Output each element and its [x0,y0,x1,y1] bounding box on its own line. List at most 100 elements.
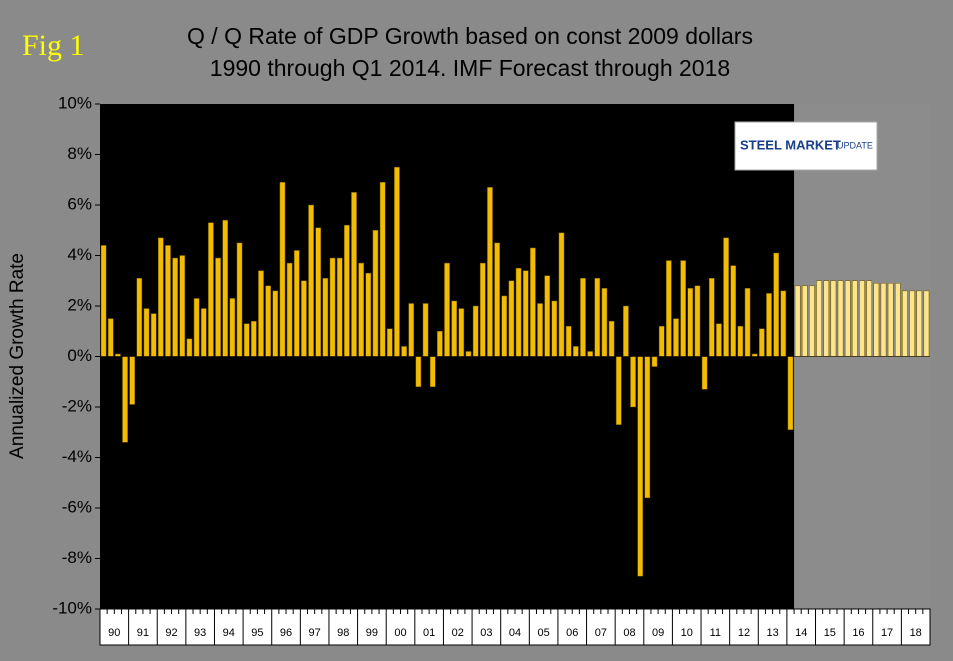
bar [336,257,343,357]
bar [594,277,601,357]
bar [150,313,157,357]
bar [515,267,522,357]
bar [372,230,379,357]
bar [265,285,271,357]
bar [601,288,608,357]
bar [701,356,708,390]
bar [737,325,744,357]
x-tick-label: 95 [251,627,263,639]
y-tick-label: -8% [62,548,92,567]
x-tick-label: 06 [566,627,578,639]
bar [830,280,837,357]
x-tick-label: 07 [595,627,607,639]
bar [637,356,644,577]
bar [859,280,865,357]
bar [623,305,629,357]
bar [551,300,558,357]
bar [293,250,300,357]
bar [165,245,171,357]
x-tick-label: 17 [881,627,893,639]
bar [394,166,400,357]
bar [408,303,415,357]
x-tick-label: 15 [824,627,836,639]
bar [923,290,930,357]
bar [308,204,314,357]
bar [251,320,257,357]
y-tick-label: -6% [62,497,92,516]
y-tick-label: -4% [62,447,92,466]
bar [358,262,364,357]
figure-label: Fig 1 [22,29,85,62]
y-tick-label: 2% [67,295,92,314]
logo-text: STEEL MARKET [740,137,841,152]
bar [157,237,164,357]
bar [522,270,529,357]
bar [837,280,844,357]
bar [322,277,329,357]
x-tick-label: 08 [623,627,635,639]
bar [172,257,178,357]
x-tick-label: 93 [194,627,206,639]
x-tick-label: 05 [537,627,549,639]
bar [286,262,293,357]
x-tick-label: 01 [423,627,435,639]
bar [744,288,751,357]
bar [494,242,500,357]
x-tick-label: 18 [910,627,922,639]
y-tick-label: -10% [52,598,92,617]
bar [143,308,150,357]
bar [122,356,128,443]
bar [644,356,651,499]
x-tick-label: 13 [766,627,778,639]
bar [301,280,307,357]
bar [666,260,672,357]
bar [801,285,808,357]
bar [487,187,493,357]
bar [809,285,815,357]
bar [759,328,765,357]
bar [680,260,686,357]
bar [415,356,422,388]
bar [344,224,350,357]
bar [730,265,737,357]
bar [115,353,121,357]
bar [129,356,136,405]
bar [236,242,243,357]
bar [787,356,794,430]
bar [615,356,622,425]
x-tick-label: 92 [165,627,177,639]
bar [107,318,114,357]
bar [723,237,729,357]
bar [401,346,407,357]
chart-title: Q / Q Rate of GDP Growth based on const … [187,23,753,49]
bar [315,227,322,357]
bar [823,280,830,357]
y-tick-label: -2% [62,396,92,415]
y-axis-label: Annualized Growth Rate [7,253,28,459]
bar [279,182,286,357]
bar [580,277,586,357]
x-tick-label: 96 [280,627,292,639]
bar [422,303,429,357]
bar [451,300,458,357]
x-tick-label: 12 [738,627,750,639]
bar [673,318,679,357]
bar [565,325,572,357]
bar [193,298,200,357]
x-tick-label: 02 [452,627,464,639]
bar [687,288,694,357]
bar [458,308,465,357]
x-tick-label: 14 [795,627,807,639]
x-axis-band [99,608,931,646]
bar [773,252,779,357]
chart-subtitle: 1990 through Q1 2014. IMF Forecast throu… [210,55,730,81]
y-tick-label: 4% [67,245,92,264]
bar [902,290,908,357]
bar [844,280,851,357]
bar [329,257,336,357]
bar [537,303,543,357]
x-tick-label: 16 [852,627,864,639]
bar [708,277,715,357]
x-tick-label: 91 [137,627,149,639]
